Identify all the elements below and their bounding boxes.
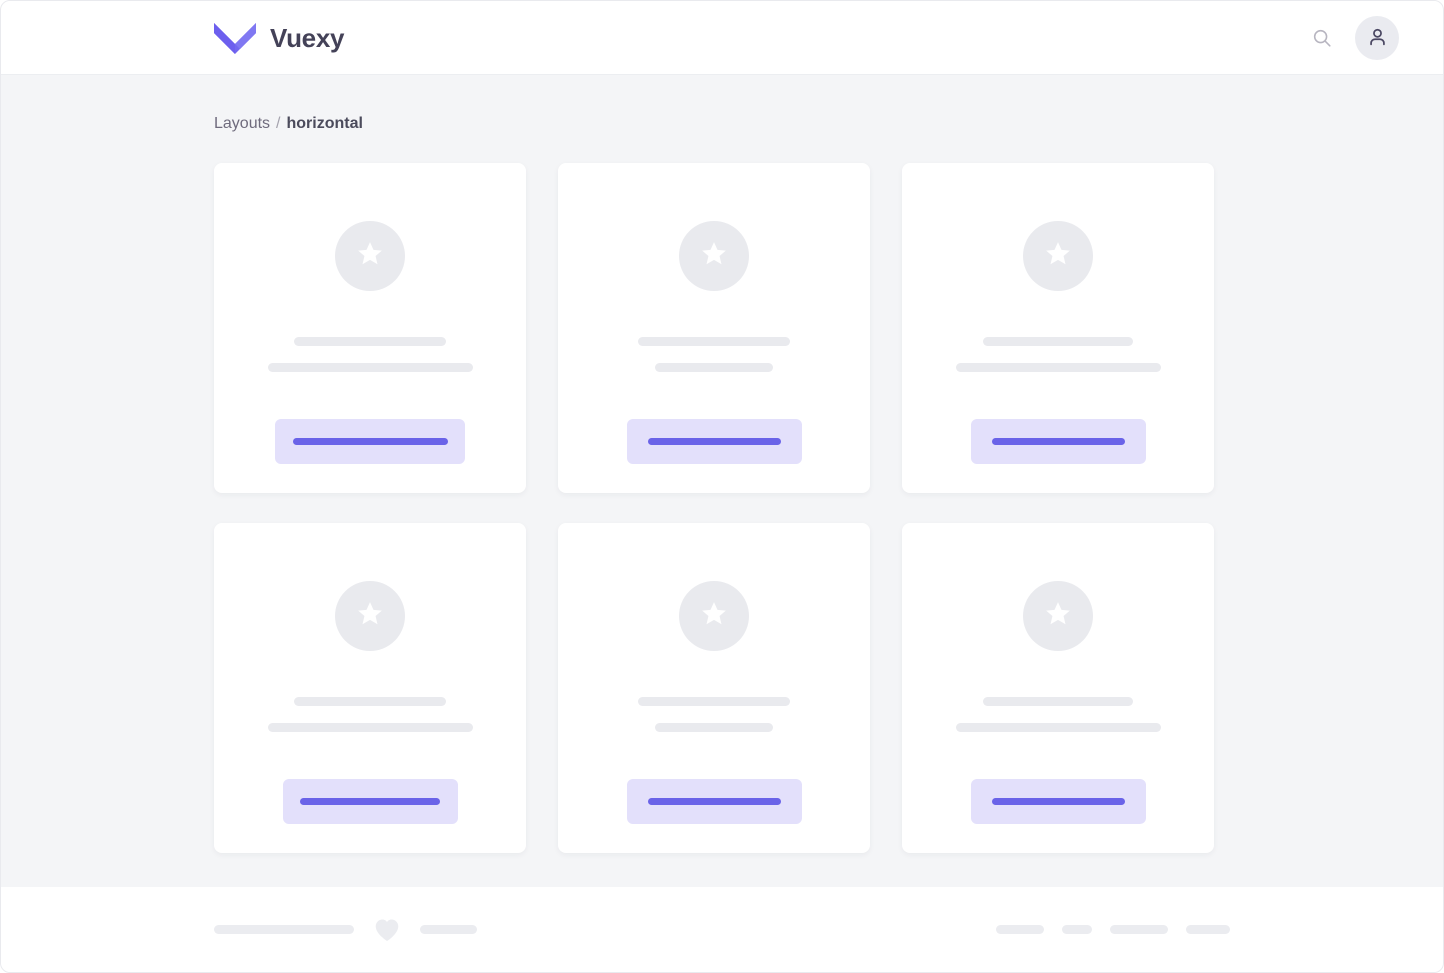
card-placeholder-line-1 bbox=[294, 337, 446, 347]
card-action-button[interactable] bbox=[970, 779, 1146, 825]
card-placeholder-line-2 bbox=[655, 363, 773, 373]
skeleton-card bbox=[558, 523, 870, 854]
breadcrumb-current: horizontal bbox=[286, 115, 363, 132]
skeleton-card bbox=[902, 163, 1214, 494]
card-action-button[interactable] bbox=[626, 419, 802, 465]
card-placeholder-lines bbox=[214, 337, 526, 373]
card-placeholder-avatar bbox=[1023, 581, 1093, 652]
footer-left-group bbox=[214, 918, 477, 942]
footer-left-placeholder-1[interactable] bbox=[214, 925, 354, 934]
brand-name: Vuexy bbox=[270, 22, 345, 53]
breadcrumb: Layouts / horizontal bbox=[214, 75, 1230, 133]
star-icon bbox=[355, 599, 385, 633]
card-action-button-label-placeholder bbox=[991, 438, 1125, 446]
card-action-button[interactable] bbox=[626, 779, 802, 825]
card-placeholder-lines bbox=[558, 337, 870, 373]
card-placeholder-line-2 bbox=[267, 363, 473, 373]
card-placeholder-line-2 bbox=[655, 723, 773, 733]
card-action-button-label-placeholder bbox=[292, 438, 448, 446]
avatar[interactable] bbox=[1355, 15, 1399, 60]
card-action-button-label-placeholder bbox=[647, 438, 781, 446]
app-footer bbox=[1, 887, 1443, 972]
main-content: Layouts / horizontal bbox=[1, 75, 1443, 887]
card-action-button[interactable] bbox=[275, 419, 465, 465]
card-action-button-label-placeholder bbox=[647, 798, 781, 806]
card-action-button[interactable] bbox=[282, 779, 458, 825]
star-icon bbox=[1043, 599, 1073, 633]
card-placeholder-line-1 bbox=[638, 697, 790, 707]
skeleton-card-grid bbox=[214, 163, 1230, 854]
vuexy-v-logo-icon bbox=[214, 21, 256, 55]
card-placeholder-avatar bbox=[679, 581, 749, 652]
skeleton-card bbox=[214, 163, 526, 494]
card-placeholder-lines bbox=[214, 697, 526, 733]
footer-right-placeholder-1[interactable] bbox=[996, 925, 1044, 934]
app-header: Vuexy bbox=[1, 1, 1443, 75]
card-placeholder-line-2 bbox=[267, 723, 473, 733]
skeleton-card bbox=[558, 163, 870, 494]
footer-right-placeholder-3[interactable] bbox=[1110, 925, 1168, 934]
search-icon[interactable] bbox=[1309, 25, 1335, 51]
card-action-button-label-placeholder bbox=[991, 798, 1125, 806]
star-icon bbox=[355, 239, 385, 273]
star-icon bbox=[699, 599, 729, 633]
card-placeholder-avatar bbox=[335, 221, 405, 292]
card-placeholder-lines bbox=[902, 337, 1214, 373]
card-placeholder-line-1 bbox=[294, 697, 446, 707]
breadcrumb-parent[interactable]: Layouts bbox=[214, 115, 271, 132]
card-action-button-label-placeholder bbox=[300, 798, 440, 806]
footer-right-group bbox=[996, 925, 1230, 934]
card-placeholder-line-2 bbox=[955, 363, 1161, 373]
footer-left-placeholder-3[interactable] bbox=[420, 925, 477, 934]
card-placeholder-avatar bbox=[679, 221, 749, 292]
card-action-button[interactable] bbox=[970, 419, 1146, 465]
star-icon bbox=[699, 239, 729, 273]
card-placeholder-avatar bbox=[335, 581, 405, 652]
star-icon bbox=[1043, 239, 1073, 273]
card-placeholder-line-2 bbox=[955, 723, 1161, 733]
card-placeholder-line-1 bbox=[638, 337, 790, 347]
skeleton-card bbox=[902, 523, 1214, 854]
brand-logo-link[interactable]: Vuexy bbox=[214, 21, 344, 55]
heart-icon[interactable] bbox=[374, 918, 400, 942]
footer-right-placeholder-2[interactable] bbox=[1062, 925, 1092, 934]
header-actions bbox=[1309, 15, 1419, 60]
card-placeholder-line-1 bbox=[983, 697, 1133, 707]
breadcrumb-separator: / bbox=[276, 115, 281, 132]
skeleton-card bbox=[214, 523, 526, 854]
card-placeholder-lines bbox=[902, 697, 1214, 733]
footer-right-placeholder-4[interactable] bbox=[1186, 925, 1230, 934]
card-placeholder-lines bbox=[558, 697, 870, 733]
card-placeholder-line-1 bbox=[983, 337, 1133, 347]
card-placeholder-avatar bbox=[1023, 221, 1093, 292]
